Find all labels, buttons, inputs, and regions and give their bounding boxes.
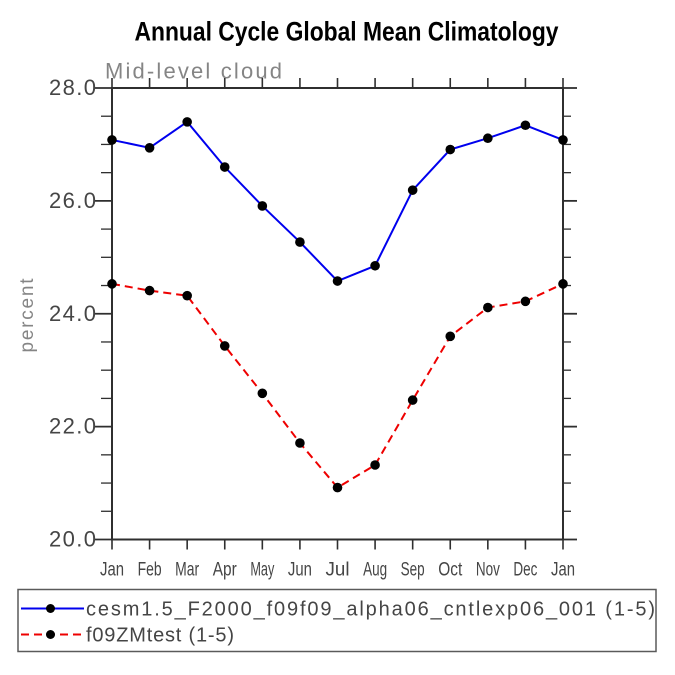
data-point-marker-f09zmtest — [445, 331, 456, 342]
data-point-marker-cesm1.5-f2000-f09f09-alpha06-cntlexp06-001 — [407, 185, 418, 195]
data-point-marker-cesm1.5-f2000-f09f09-alpha06-cntlexp06-001 — [295, 237, 305, 247]
data-point-marker-cesm1.5-f2000-f09f09-alpha06-cntlexp06-001 — [144, 143, 155, 153]
data-point-marker-f09zmtest — [295, 438, 305, 448]
legend-marker-icon — [46, 604, 55, 613]
legend-entry-cesm1.5-f2000-f09f09-alpha06-cntlexp06-001: cesm1.5_F2000_f09f09_alpha06_cntlexp06_0… — [21, 599, 655, 621]
data-point-marker-cesm1.5-f2000-f09f09-alpha06-cntlexp06-001 — [107, 135, 117, 145]
data-point-marker-cesm1.5-f2000-f09f09-alpha06-cntlexp06-001 — [219, 162, 230, 172]
x-tick-label: Sep — [401, 560, 425, 581]
chart-subtitle: Mid-level cloud — [105, 59, 282, 84]
series-line-cesm1.5-f2000-f09f09-alpha06-cntlexp06-001 — [111, 120, 564, 283]
x-tick-label: Jan — [100, 560, 124, 581]
y-tick-label: 28.0 — [49, 75, 96, 100]
y-tick-label: 22.0 — [49, 414, 96, 439]
x-tick-label: Aug — [363, 560, 387, 581]
data-point-marker-cesm1.5-f2000-f09f09-alpha06-cntlexp06-001 — [332, 276, 343, 286]
data-point-marker-cesm1.5-f2000-f09f09-alpha06-cntlexp06-001 — [483, 133, 493, 144]
x-axis-tick-labels: Jan Feb Mar Apr May Jun Jul Aug Sep Oct Nov Dec Jan — [100, 560, 575, 581]
legend-label: f09ZMtest (1-5) — [86, 625, 234, 647]
legend: cesm1.5_F2000_f09f09_alpha06_cntlexp06_0… — [17, 588, 657, 653]
x-tick-label: Apr — [213, 560, 238, 581]
legend-box — [17, 588, 657, 653]
x-tick-label: Feb — [138, 560, 162, 581]
data-point-marker-cesm1.5-f2000-f09f09-alpha06-cntlexp06-001 — [370, 260, 380, 271]
x-tick-label: Dec — [513, 560, 537, 581]
data-point-marker-cesm1.5-f2000-f09f09-alpha06-cntlexp06-001 — [520, 120, 531, 131]
y-tick-label: 24.0 — [49, 301, 96, 326]
data-point-marker-cesm1.5-f2000-f09f09-alpha06-cntlexp06-001 — [182, 117, 192, 127]
plot-frame — [111, 87, 564, 541]
data-point-marker-f09zmtest — [558, 279, 568, 289]
y-axis-tick-labels: 20.0 22.0 24.0 26.0 28.0 — [49, 75, 96, 552]
data-point-marker-cesm1.5-f2000-f09f09-alpha06-cntlexp06-001 — [257, 201, 268, 211]
x-tick-label: Jun — [288, 560, 312, 581]
series-plot-area — [107, 117, 568, 493]
legend-marker-icon — [46, 630, 55, 639]
data-point-marker-f09zmtest — [257, 388, 268, 399]
data-point-marker-f09zmtest — [332, 482, 343, 493]
series-line-f09zmtest — [111, 282, 564, 489]
x-tick-label: May — [250, 560, 274, 581]
legend-entry-f09zmtest: f09ZMtest (1-5) — [21, 625, 234, 647]
data-point-marker-cesm1.5-f2000-f09f09-alpha06-cntlexp06-001 — [558, 135, 568, 145]
x-tick-label: Nov — [476, 560, 500, 581]
data-point-marker-f09zmtest — [144, 285, 155, 296]
y-tick-label: 26.0 — [49, 188, 96, 213]
data-point-marker-f09zmtest — [483, 302, 493, 313]
data-point-marker-cesm1.5-f2000-f09f09-alpha06-cntlexp06-001 — [445, 144, 456, 155]
x-tick-label: Mar — [175, 560, 199, 581]
data-point-marker-f09zmtest — [182, 290, 192, 301]
data-point-marker-f09zmtest — [107, 279, 117, 289]
chart-title: Annual Cycle Global Mean Climatology — [135, 17, 559, 47]
x-tick-label: Jul — [326, 560, 350, 581]
y-axis-title: percent — [17, 278, 38, 353]
x-tick-label: Jan — [551, 560, 575, 581]
legend-label: cesm1.5_F2000_f09f09_alpha06_cntlexp06_0… — [86, 599, 655, 621]
y-tick-label: 20.0 — [49, 527, 96, 552]
plot-axes-frame — [94, 78, 577, 550]
data-point-marker-f09zmtest — [520, 296, 531, 307]
data-point-marker-f09zmtest — [219, 341, 230, 351]
data-point-marker-f09zmtest — [407, 395, 418, 405]
data-point-marker-f09zmtest — [370, 460, 380, 470]
x-tick-label: Oct — [438, 560, 463, 581]
